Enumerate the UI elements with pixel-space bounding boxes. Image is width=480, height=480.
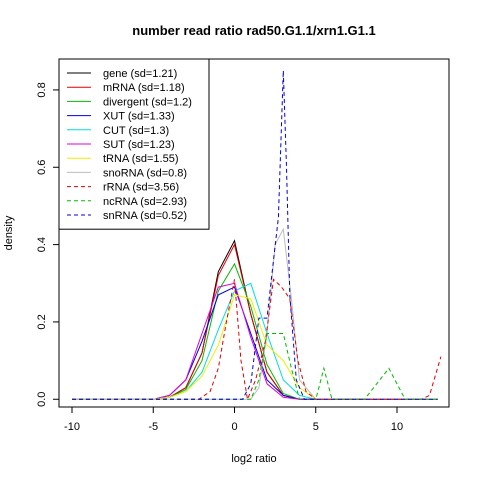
legend-entry: SUT (sd=1.23) [103, 139, 175, 151]
y-tick-label: 0.0 [36, 392, 48, 407]
x-tick-label: -5 [148, 421, 158, 433]
legend-entry: CUT (sd=1.3) [103, 125, 169, 137]
y-tick-label: 0.2 [36, 314, 48, 329]
x-axis-label: log2 ratio [231, 453, 276, 465]
x-tick-label: -10 [64, 421, 80, 433]
legend-entry: snoRNA (sd=0.8) [103, 167, 187, 179]
series-line-10 [72, 70, 438, 400]
x-tick-label: 10 [391, 421, 403, 433]
legend-entry: mRNA (sd=1.18) [103, 82, 185, 94]
legend-entry: snRNA (sd=0.52) [103, 210, 187, 222]
series-line-9 [72, 333, 438, 400]
x-tick-label: 0 [231, 421, 237, 433]
legend: gene (sd=1.21) mRNA (sd=1.18) divergent (s… [58, 58, 210, 230]
legend-entry: divergent (sd=1.2) [103, 96, 192, 108]
y-axis-label: density [3, 215, 15, 250]
y-tick-label: 0.8 [36, 82, 48, 97]
y-tick-label: 0.6 [36, 160, 48, 175]
legend-entry: XUT (sd=1.33) [103, 111, 175, 123]
legend-entry: tRNA (sd=1.55) [103, 153, 179, 165]
series-layer [72, 70, 442, 402]
axes-layer: -10 -5 0 5 10 0.0 0.2 0.4 0.6 0.8 [36, 58, 450, 433]
legend-entry: rRNA (sd=3.56) [103, 182, 179, 194]
legend-entry: ncRNA (sd=2.93) [103, 196, 187, 208]
chart-title: number read ratio rad50.G1.1/xrn1.G1.1 [132, 23, 376, 38]
y-tick-label: 0.4 [36, 237, 48, 252]
legend-entry: gene (sd=1.21) [103, 68, 177, 80]
x-tick-label: 5 [313, 421, 319, 433]
